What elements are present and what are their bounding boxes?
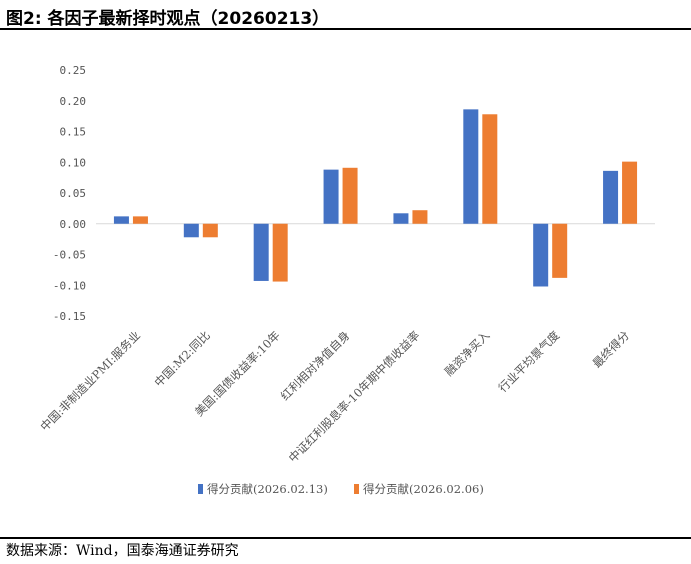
bar-series1-1 <box>183 223 199 238</box>
y-tick-label: -0.05 <box>53 249 86 262</box>
category-label: 最终得分 <box>590 328 633 371</box>
bar-chart: 0.250.200.150.100.050.00-0.05-0.10-0.15 … <box>37 64 655 496</box>
y-tick-label: 0.10 <box>60 156 87 169</box>
legend: 得分贡献(2026.02.13) 得分贡献(2026.02.06) <box>198 482 484 496</box>
y-tick-label: 0.00 <box>60 218 87 231</box>
bar-series1-3 <box>323 169 339 224</box>
y-tick-label: 0.15 <box>60 126 87 139</box>
legend-label-series1: 得分贡献(2026.02.13) <box>207 482 328 496</box>
category-label: 中证红利股息率-10年期中债收益率 <box>286 328 423 465</box>
bottom-rule <box>0 537 691 539</box>
bar-series2-5 <box>482 114 498 224</box>
legend-label-series2: 得分贡献(2026.02.06) <box>363 482 484 496</box>
category-label: 红利相对净值自身 <box>278 328 353 403</box>
y-tick-label: -0.10 <box>53 279 86 292</box>
source-note: 数据来源：Wind，国泰海通证券研究 <box>6 543 239 559</box>
bar-series1-5 <box>463 109 479 224</box>
bar-series1-7 <box>603 170 619 224</box>
y-tick-label: 0.05 <box>60 187 87 200</box>
y-tick-label: 0.25 <box>60 64 87 77</box>
y-tick-label: 0.20 <box>60 95 87 108</box>
bar-series1-0 <box>113 216 129 224</box>
y-tick-label: -0.15 <box>53 310 86 323</box>
bar-series2-2 <box>272 223 288 282</box>
category-label: 行业平均景气度 <box>495 328 562 395</box>
y-axis-ticks: 0.25 0.20 0.15 0.10 0.05 0.00 -0.05 -0.10 -0.15 <box>53 64 86 323</box>
legend-swatch-series2 <box>354 484 359 494</box>
category-labels: 中国:非制造业PMI:服务业 中国:M2:同比美国:国债收益率:10年红利相对净值… <box>37 328 632 465</box>
bar-series2-3 <box>342 167 358 224</box>
top-rule <box>0 28 691 30</box>
bar-series1-6 <box>533 223 549 287</box>
figure-title: 图2: 各因子最新择时观点（20260213） <box>6 9 330 29</box>
bar-series2-6 <box>552 223 568 278</box>
category-label: 融资净买入 <box>442 328 493 379</box>
bar-series1-4 <box>393 213 409 224</box>
category-label: 中国:非制造业PMI:服务业 <box>37 328 143 434</box>
legend-swatch-series1 <box>198 484 203 494</box>
bars <box>113 109 638 287</box>
category-label: 中国:M2:同比 <box>152 328 213 389</box>
bar-series1-2 <box>253 223 269 281</box>
bar-series2-1 <box>202 223 218 238</box>
bar-series2-4 <box>412 210 428 224</box>
bar-series2-0 <box>132 216 148 224</box>
bar-series2-7 <box>622 161 638 224</box>
